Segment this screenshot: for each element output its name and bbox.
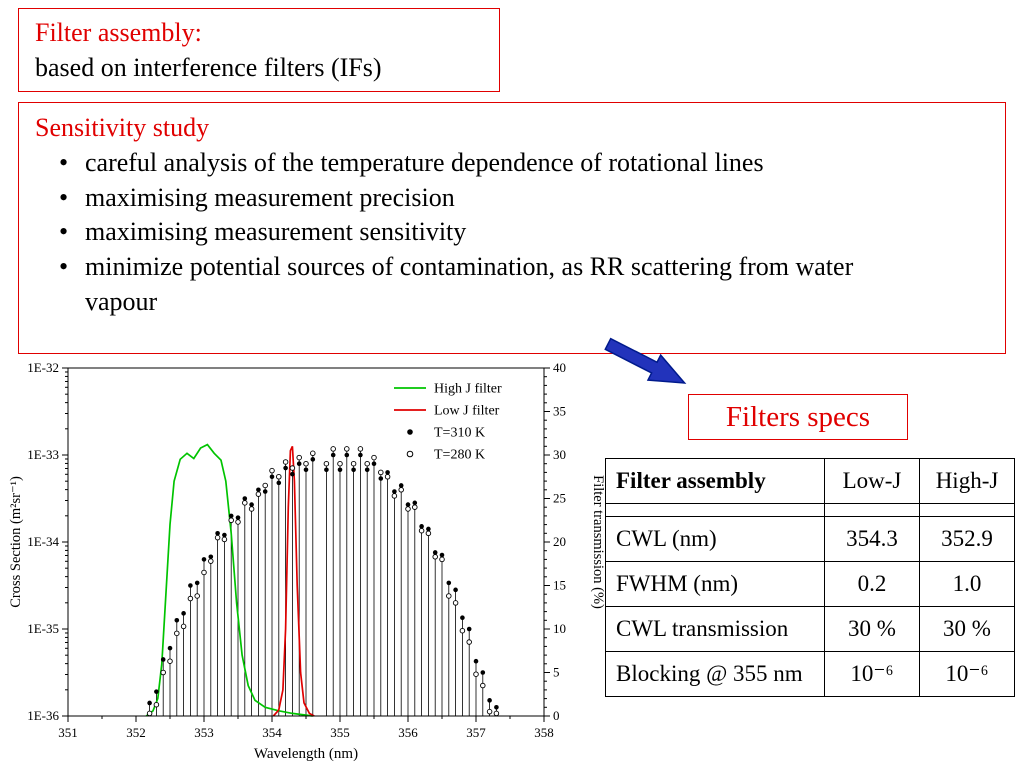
bullet-glyph: •	[59, 147, 69, 177]
chart-text: 1E-34	[27, 534, 59, 549]
table-spacer-row	[605, 503, 1015, 517]
table-row: CWL transmission 30 % 30 %	[605, 606, 1015, 652]
filters-specs-label-box: Filters specs	[688, 394, 908, 440]
chart-text: 1E-36	[27, 708, 59, 723]
chart-text: 0	[553, 708, 560, 723]
table-cell: 1.0	[919, 561, 1015, 607]
table-cell: CWL transmission	[605, 606, 825, 652]
chart-text: 358	[534, 725, 554, 740]
bullet-text: maximising measurement precision	[85, 182, 455, 212]
table-cell: Blocking @ 355 nm	[605, 651, 825, 697]
table-cell: 352.9	[919, 516, 1015, 562]
chart-text: 357	[466, 725, 486, 740]
bullet-glyph: •	[59, 252, 69, 282]
table-cell: 10⁻⁶	[824, 651, 920, 697]
chart-text: Cross Section (m²sr⁻¹)	[8, 476, 24, 608]
chart-text: 15	[553, 578, 566, 593]
filters-specs-label: Filters specs	[725, 400, 871, 433]
bullet-glyph: •	[59, 217, 69, 247]
chart-text: Low J filter	[434, 404, 500, 419]
table-row: CWL (nm) 354.3 352.9	[605, 516, 1015, 562]
bullet-text: minimize potential sources of contaminat…	[85, 252, 854, 317]
chart-text: T=280 K	[434, 448, 485, 463]
table-row: FWHM (nm) 0.2 1.0	[605, 561, 1015, 607]
chart-text: 10	[553, 621, 566, 636]
chart-text: 355	[330, 725, 350, 740]
chart-text: 1E-33	[27, 447, 59, 462]
chart-text: T=310 K	[434, 426, 485, 441]
table-row: Filter assembly Low-J High-J	[605, 458, 1015, 504]
chart-text: 25	[553, 491, 566, 506]
table-cell: 10⁻⁶	[919, 651, 1015, 697]
chart-text: 30	[553, 447, 566, 462]
bullet-glyph: •	[59, 182, 69, 212]
bullet-text: maximising measurement sensitivity	[85, 217, 467, 247]
filter-assembly-title: Filter assembly:	[35, 18, 202, 47]
chart-text: 351	[58, 725, 78, 740]
blue-arrow-icon	[604, 337, 687, 384]
chart-text: Filter transmission (%)	[590, 475, 606, 609]
table-cell: CWL (nm)	[605, 516, 825, 562]
blue-arrow-path	[604, 337, 687, 384]
filter-assembly-title-box: Filter assembly: based on interference f…	[18, 8, 500, 92]
chart-text: 356	[398, 725, 418, 740]
chart-text: 40	[553, 360, 566, 375]
bullet-list: • careful analysis of the temperature dep…	[35, 146, 989, 320]
bullet-item: • maximising measurement sensitivity	[59, 215, 989, 250]
table-header-cell: Low-J	[824, 458, 920, 504]
chart-text: 35	[553, 404, 566, 419]
chart-text: 1E-35	[27, 621, 59, 636]
table-spacer-cell	[919, 503, 1015, 517]
chart-text: 1E-32	[27, 360, 59, 375]
table-spacer-cell	[605, 503, 825, 517]
bullet-text: careful analysis of the temperature depe…	[85, 147, 764, 177]
bullet-item: • maximising measurement precision	[59, 181, 989, 216]
filter-assembly-subtitle: based on interference filters (IFs)	[35, 53, 382, 83]
table-header-cell: High-J	[919, 458, 1015, 504]
specs-table: Filter assembly Low-J High-J CWL (nm) 354.3 3…	[605, 458, 1015, 697]
table-cell: 0.2	[824, 561, 920, 607]
blue-arrow	[596, 330, 708, 396]
chart-text: 353	[194, 725, 214, 740]
chart-text: 352	[126, 725, 146, 740]
table-cell: 354.3	[824, 516, 920, 562]
chart-text: 354	[262, 725, 282, 740]
spectrum-chart: 1E-32 1E-33 1E-34 1E-35 1E-36 0 5 10 15 20 25 30 35 4…	[4, 356, 608, 768]
table-cell: 30 %	[919, 606, 1015, 652]
chart-text: High J filter	[434, 382, 502, 397]
bullet-item: • minimize potential sources of contamina…	[59, 250, 989, 320]
table-cell: 30 %	[824, 606, 920, 652]
table-row: Blocking @ 355 nm 10⁻⁶ 10⁻⁶	[605, 651, 1015, 697]
specs-table-body: Filter assembly Low-J High-J CWL (nm) 354.3 3…	[605, 458, 1015, 697]
chart-text: 20	[553, 534, 566, 549]
chart-text: 5	[553, 665, 560, 680]
table-cell: FWHM (nm)	[605, 561, 825, 607]
sensitivity-study-title: Sensitivity study	[35, 113, 210, 142]
bullet-item: • careful analysis of the temperature dep…	[59, 146, 989, 181]
table-spacer-cell	[824, 503, 920, 517]
chart-text: Wavelength (nm)	[254, 746, 358, 762]
table-header-cell: Filter assembly	[605, 458, 825, 504]
sensitivity-study-box: Sensitivity study • careful analysis of t…	[18, 102, 1006, 354]
